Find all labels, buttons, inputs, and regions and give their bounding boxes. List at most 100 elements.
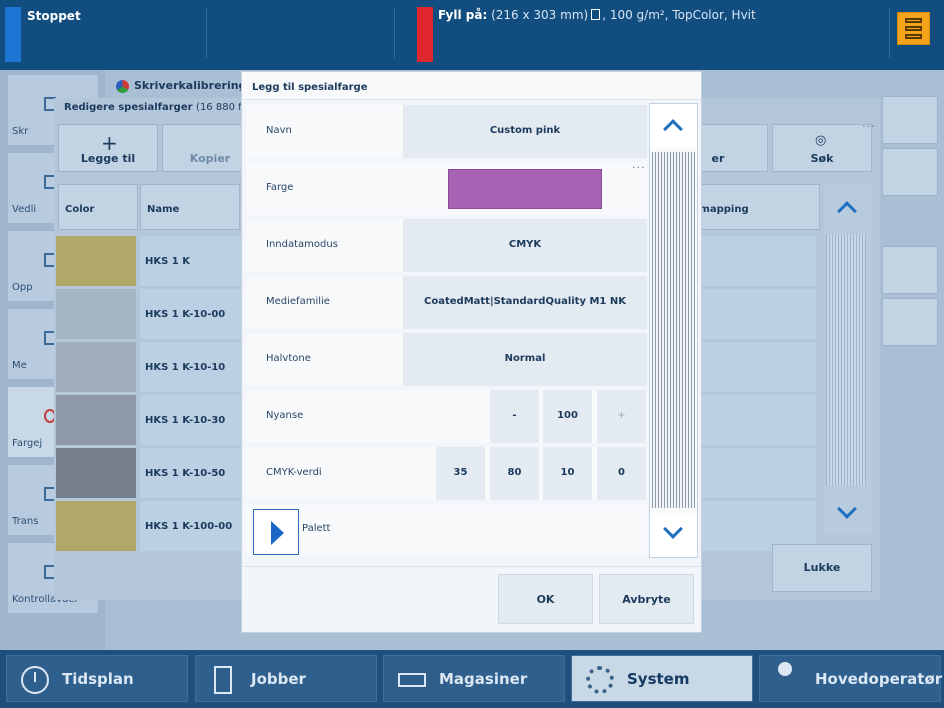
halftone-select[interactable]: Normal [403,333,647,386]
cancel-button[interactable]: Avbryte [599,574,694,624]
sidebar-item-label: Skr [12,126,29,137]
input-mode-label: Inndatamodus [266,239,338,250]
field-palette: Palett [246,505,647,555]
tint-increase-button[interactable]: + [597,390,646,443]
right-panel-tile [882,298,938,346]
palette-expand-button[interactable] [253,509,299,555]
cyan-input[interactable]: 35 [436,447,485,500]
input-mode-select[interactable]: CMYK [403,219,647,272]
dialog-title: Legg til spesialfarge [242,72,701,100]
status-indicator [5,7,21,62]
calibration-icon [116,80,129,93]
column-header-mapping[interactable]: r mapping [684,184,820,230]
field-tint: Nyanse - 100 + [246,390,647,443]
media-family-select[interactable]: CoatedMatt|StandardQuality M1 NK [403,276,647,329]
calibration-tab-label: Skriverkalibrering [134,79,247,92]
document-icon [591,9,601,20]
chevron-down-icon [663,519,683,539]
right-panel-tile [882,96,938,144]
tray-icon [398,673,426,687]
scroll-up-button[interactable] [650,104,697,148]
column-header-name[interactable]: Name [140,184,240,230]
yellow-input[interactable]: 10 [543,447,592,500]
nav-key-operator[interactable]: Hovedoperatør [759,655,942,702]
fill-indicator [417,7,433,62]
divider [394,8,395,58]
sidebar-item-label: Me [12,360,27,371]
field-halftone: Halvtone Normal [246,333,647,386]
sidebar-item-label: Opp [12,282,33,293]
more-icon[interactable]: ··· [862,120,876,133]
ok-button[interactable]: OK [498,574,593,624]
list-scrollbar[interactable] [824,184,872,534]
clock-icon [21,666,49,694]
color-swatch [56,236,136,286]
close-button[interactable]: Lukke [772,544,872,592]
name-input[interactable]: Custom pink [403,105,647,158]
fill-message[interactable]: Fyll på: (216 x 303 mm) , 100 g/m², TopCo… [438,8,756,22]
dialog-footer: OK Avbryte [242,566,701,632]
field-color: Farge ... [246,158,647,215]
chevron-up-icon [663,119,683,139]
server-icon [905,26,922,31]
sidebar-item-label: Kontrollavdel [12,594,78,605]
scroll-up-icon[interactable] [837,201,857,221]
fill-label: Fyll på: [438,8,488,22]
column-header-color[interactable]: Color [58,184,138,230]
server-icon [905,18,922,23]
scroll-track[interactable] [826,234,866,486]
name-label: Navn [266,125,292,136]
color-swatch [56,395,136,445]
nav-schedule[interactable]: Tidsplan [6,655,188,702]
sidebar-item-label: Vedli [12,204,37,215]
scroll-down-icon[interactable] [837,499,857,519]
field-name: Navn Custom pink [246,105,647,158]
color-swatch [56,342,136,392]
gear-icon [586,666,614,694]
black-input[interactable]: 0 [597,447,646,500]
add-button[interactable]: + Legge til [58,124,158,172]
color-preview[interactable] [448,169,602,209]
field-cmyk: CMYK-verdi 35 80 10 0 [246,447,647,500]
scroll-track[interactable] [652,152,695,508]
right-panel-tile [882,246,938,294]
dialog-scrollbar[interactable] [649,103,698,558]
job-icon [214,666,232,694]
user-icon [778,662,792,676]
scroll-down-button[interactable] [650,513,697,557]
nav-jobs[interactable]: Jobber [195,655,377,702]
tint-value[interactable]: 100 [543,390,592,443]
plus-icon: + [101,131,118,155]
printer-status[interactable]: Stoppet [27,9,81,23]
search-button[interactable]: ◎ Søk [772,124,872,172]
nav-system[interactable]: System [571,655,753,702]
nav-trays[interactable]: Magasiner [383,655,565,702]
more-icon[interactable]: ... [632,158,646,171]
fill-size: (216 x 303 mm) [491,8,589,22]
color-label: Farge [266,182,294,193]
top-status-bar: Stoppet Fyll på: (216 x 303 mm) , 100 g/m… [0,0,944,70]
play-icon [271,521,284,545]
panel-title: Redigere spesialfarger (16 880 farg [64,102,259,113]
menu-button[interactable] [897,12,930,45]
color-swatch [56,501,136,551]
color-swatch [56,448,136,498]
field-input-mode: Inndatamodus CMYK [246,219,647,272]
palette-label: Palett [302,523,331,534]
calibration-tab[interactable]: Skriverkalibrering [108,76,248,98]
right-panel-tile [882,148,938,196]
media-family-label: Mediefamilie [266,296,330,307]
color-swatch [56,289,136,339]
cmyk-label: CMYK-verdi [266,467,322,478]
divider [889,8,890,58]
tint-label: Nyanse [266,410,304,421]
server-icon [905,34,922,39]
field-media-family: Mediefamilie CoatedMatt|StandardQuality … [246,276,647,329]
divider [206,8,207,58]
sidebar-item-label: Trans [12,516,39,527]
magenta-input[interactable]: 80 [490,447,539,500]
bottom-navigation: Tidsplan Jobber Magasiner System Hovedop… [0,650,944,708]
sidebar-item-label: Fargej [12,438,43,449]
tint-decrease-button[interactable]: - [490,390,539,443]
halftone-label: Halvtone [266,353,311,364]
